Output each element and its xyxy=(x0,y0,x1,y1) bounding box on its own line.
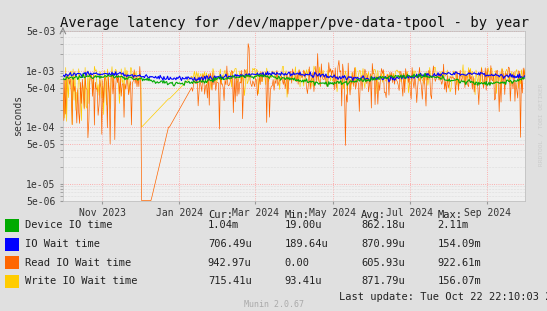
Text: Munin 2.0.67: Munin 2.0.67 xyxy=(243,300,304,309)
Text: RRDTOOL / TOBI OETIKER: RRDTOOL / TOBI OETIKER xyxy=(538,83,543,166)
Text: Min:: Min: xyxy=(284,210,310,220)
Text: 870.99u: 870.99u xyxy=(361,239,405,249)
Text: Read IO Wait time: Read IO Wait time xyxy=(25,258,131,268)
Text: 0.00: 0.00 xyxy=(284,258,310,268)
Text: Device IO time: Device IO time xyxy=(25,220,112,230)
Text: 93.41u: 93.41u xyxy=(284,276,322,286)
Text: 922.61m: 922.61m xyxy=(438,258,481,268)
Text: 942.97u: 942.97u xyxy=(208,258,252,268)
Text: IO Wait time: IO Wait time xyxy=(25,239,100,249)
Text: 189.64u: 189.64u xyxy=(284,239,328,249)
Text: 715.41u: 715.41u xyxy=(208,276,252,286)
Text: 605.93u: 605.93u xyxy=(361,258,405,268)
Text: Last update: Tue Oct 22 22:10:03 2024: Last update: Tue Oct 22 22:10:03 2024 xyxy=(339,292,547,302)
Text: 19.00u: 19.00u xyxy=(284,220,322,230)
Text: Avg:: Avg: xyxy=(361,210,386,220)
Text: Cur:: Cur: xyxy=(208,210,233,220)
Text: 706.49u: 706.49u xyxy=(208,239,252,249)
Text: 154.09m: 154.09m xyxy=(438,239,481,249)
Text: 156.07m: 156.07m xyxy=(438,276,481,286)
Text: 1.04m: 1.04m xyxy=(208,220,239,230)
Y-axis label: seconds: seconds xyxy=(13,95,23,137)
Text: 2.11m: 2.11m xyxy=(438,220,469,230)
Title: Average latency for /dev/mapper/pve-data-tpool - by year: Average latency for /dev/mapper/pve-data… xyxy=(60,16,528,30)
Text: 862.18u: 862.18u xyxy=(361,220,405,230)
Text: Write IO Wait time: Write IO Wait time xyxy=(25,276,137,286)
Text: 871.79u: 871.79u xyxy=(361,276,405,286)
Text: Max:: Max: xyxy=(438,210,463,220)
